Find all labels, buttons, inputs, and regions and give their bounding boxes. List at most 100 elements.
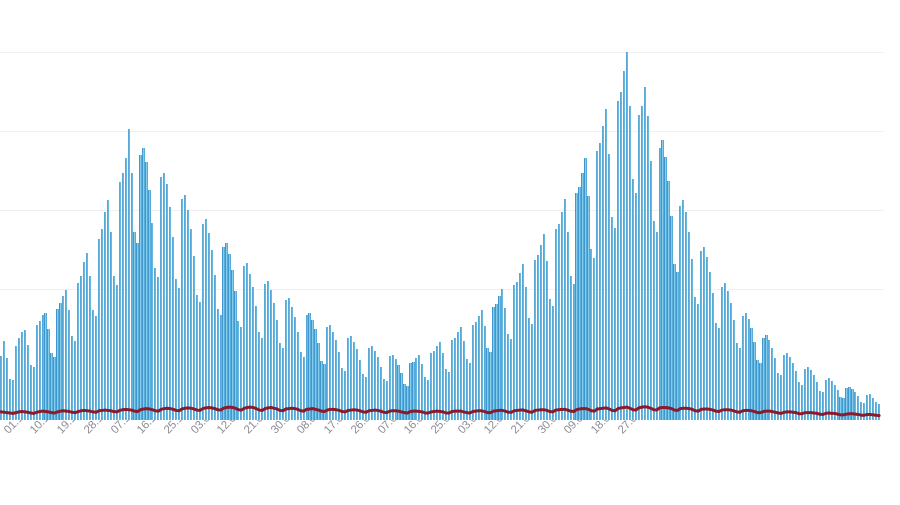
- bar: [611, 216, 614, 420]
- bar: [296, 331, 299, 420]
- bar: [717, 328, 721, 420]
- bar: [765, 335, 768, 420]
- bar: [590, 248, 593, 420]
- bar: [705, 256, 709, 420]
- bar: [160, 177, 163, 420]
- bar: [207, 233, 210, 420]
- bar: [762, 337, 765, 420]
- x-tick-label: 27.05.2021: [616, 420, 663, 436]
- bar: [65, 290, 68, 420]
- bar: [243, 266, 246, 420]
- bar: [783, 355, 786, 420]
- bar: [441, 353, 445, 420]
- bar: [106, 199, 109, 420]
- bar: [311, 319, 314, 420]
- bar: [444, 368, 448, 420]
- bar: [661, 140, 664, 420]
- bar: [8, 378, 12, 420]
- bar: [112, 276, 115, 420]
- bar: [848, 387, 851, 420]
- bar: [649, 160, 652, 420]
- bar: [103, 212, 106, 420]
- bar: [14, 346, 18, 420]
- bar: [619, 91, 623, 420]
- bar: [471, 325, 474, 420]
- bar: [593, 258, 596, 420]
- bar: [26, 344, 29, 420]
- bar: [720, 287, 723, 420]
- bar: [139, 155, 142, 420]
- bar: [525, 286, 528, 420]
- bar: [501, 289, 504, 420]
- bar: [530, 323, 534, 420]
- bar: [71, 336, 74, 420]
- bar: [800, 384, 804, 420]
- bar: [412, 361, 415, 420]
- bar: [177, 288, 181, 420]
- bar: [74, 340, 77, 420]
- bar: [498, 296, 501, 420]
- bar: [587, 196, 590, 420]
- bar: [786, 353, 789, 420]
- bar-series-daily-cases: [0, 52, 881, 420]
- bar: [750, 328, 753, 420]
- bar: [278, 343, 282, 420]
- bar: [68, 309, 71, 420]
- bar: [189, 228, 193, 420]
- bar: [201, 224, 204, 420]
- bar: [839, 396, 842, 420]
- bar: [157, 277, 160, 420]
- bar: [281, 347, 284, 420]
- bar: [302, 356, 305, 420]
- bar: [676, 272, 679, 420]
- bar: [255, 305, 258, 420]
- bar: [266, 280, 270, 420]
- bar: [694, 296, 697, 420]
- bar: [495, 303, 498, 420]
- bar: [528, 318, 531, 420]
- bar: [741, 315, 744, 420]
- bar: [851, 389, 854, 420]
- bar: [504, 308, 507, 420]
- bar: [872, 397, 875, 420]
- bar: [5, 358, 9, 420]
- bar: [566, 231, 569, 420]
- bar: [109, 231, 112, 420]
- bar: [599, 143, 602, 420]
- bar: [667, 180, 670, 420]
- bar: [145, 162, 148, 420]
- bar: [216, 308, 219, 420]
- bar: [447, 371, 451, 420]
- bar: [516, 281, 519, 420]
- bar: [554, 229, 557, 420]
- bar: [759, 363, 762, 420]
- bar: [249, 273, 252, 420]
- bar: [240, 327, 243, 420]
- bar: [124, 157, 127, 420]
- bar: [424, 377, 427, 420]
- bar: [533, 259, 537, 420]
- bar: [563, 199, 566, 420]
- bar: [91, 309, 95, 420]
- gridline-0: [0, 52, 884, 53]
- bar: [409, 363, 412, 420]
- bar: [845, 388, 848, 420]
- bar: [536, 255, 540, 420]
- bar: [329, 325, 332, 420]
- bar: [616, 100, 620, 420]
- bar: [148, 190, 151, 420]
- bar: [738, 347, 741, 420]
- bar: [875, 401, 878, 420]
- bar: [403, 383, 406, 420]
- bar: [97, 238, 101, 420]
- bar: [127, 129, 130, 420]
- bar: [545, 261, 548, 420]
- bar: [753, 341, 756, 420]
- bar: [305, 314, 308, 420]
- bar: [293, 316, 296, 420]
- bar: [355, 349, 359, 420]
- bar: [284, 300, 287, 420]
- bar: [192, 256, 195, 420]
- bar: [308, 312, 311, 420]
- bar: [625, 52, 629, 420]
